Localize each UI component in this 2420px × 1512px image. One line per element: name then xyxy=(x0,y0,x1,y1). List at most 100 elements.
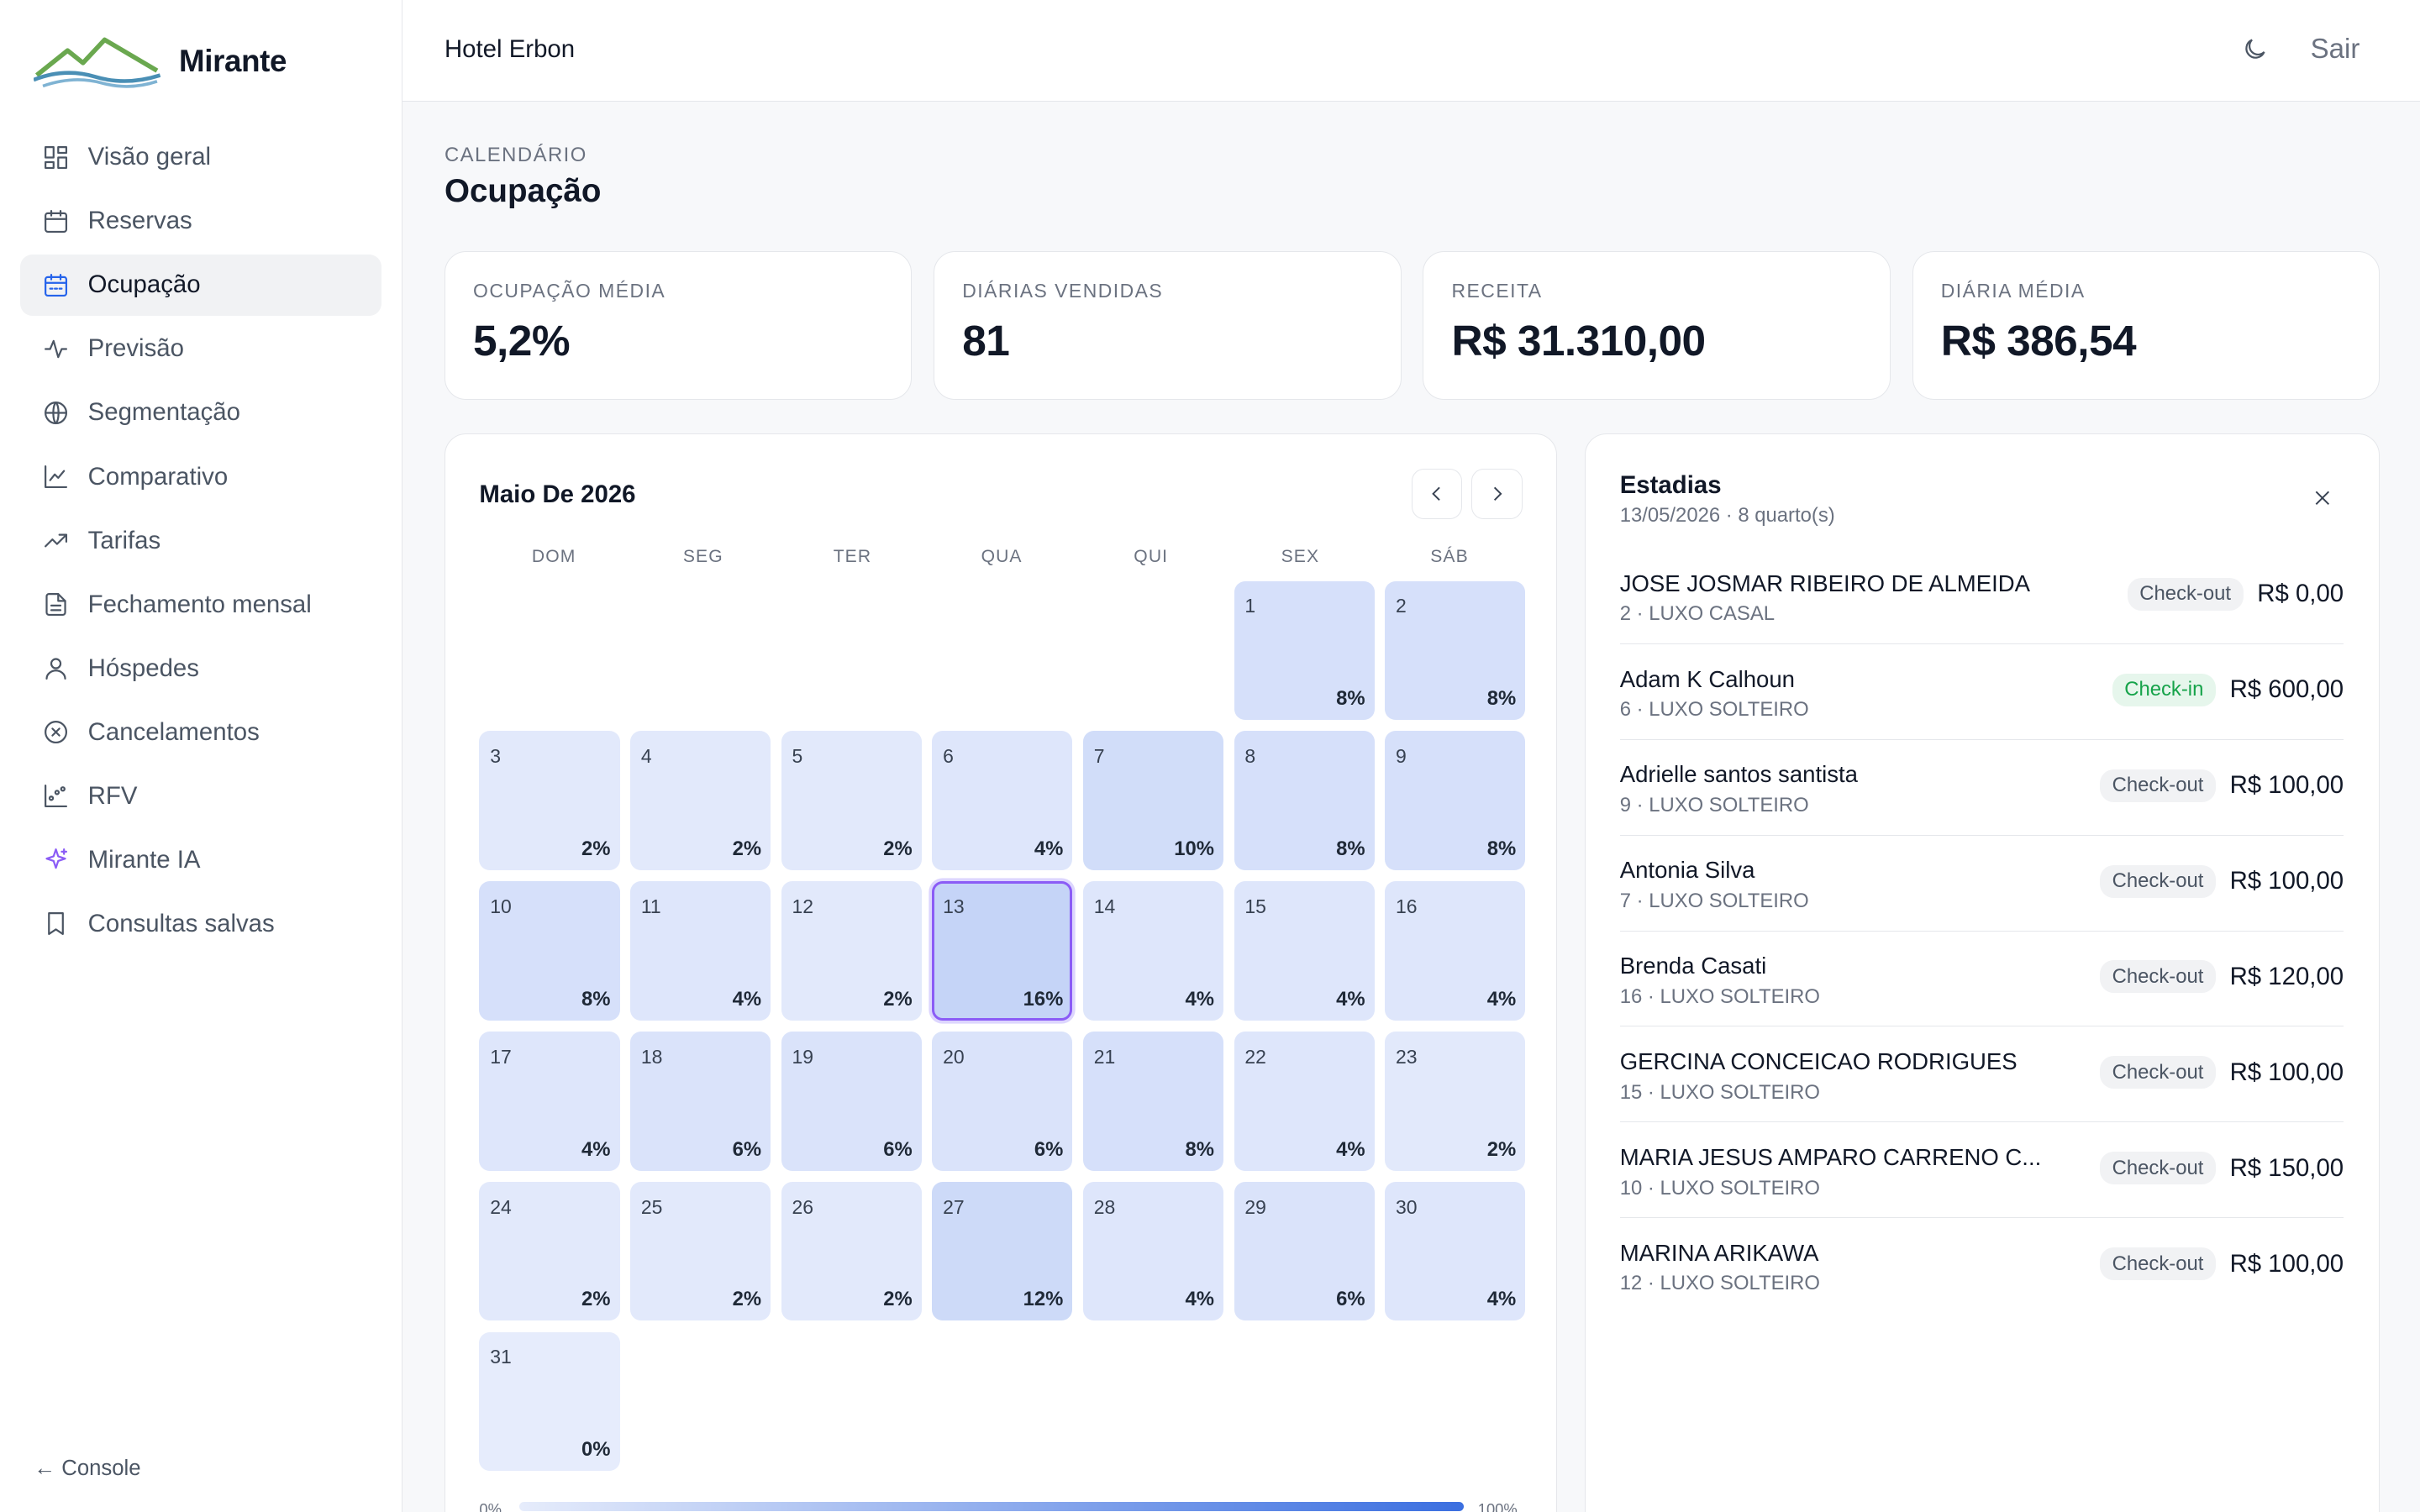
logout-button[interactable]: Sair xyxy=(2310,34,2360,66)
sidebar-item-label: Consultas salvas xyxy=(87,909,275,937)
calendar-day-cell[interactable]: 1 8% xyxy=(1234,580,1375,720)
day-occupancy: 2% xyxy=(883,987,913,1011)
day-occupancy: 8% xyxy=(1185,1137,1214,1161)
previous-month-button[interactable] xyxy=(1411,468,1463,520)
stay-row[interactable]: MARINA ARIKAWA 12 · LUXO SOLTEIRO Check-ou… xyxy=(1620,1218,2344,1314)
calendar-day-cell[interactable]: 2 8% xyxy=(1385,580,1526,720)
calendar-day-cell[interactable]: 14 4% xyxy=(1082,881,1224,1021)
sidebar: Mirante Visão geral Reservas Ocupação Previ… xyxy=(0,0,403,1512)
calendar-day-cell[interactable]: 21 8% xyxy=(1082,1032,1224,1171)
calendar-day-cell[interactable]: 29 6% xyxy=(1234,1182,1375,1321)
brand-name: Mirante xyxy=(179,44,287,79)
room-info: 10 · LUXO SOLTEIRO xyxy=(1619,1176,1820,1200)
calendar-day-cell[interactable]: 6 4% xyxy=(932,731,1073,870)
day-occupancy: 4% xyxy=(581,1137,611,1161)
day-occupancy: 2% xyxy=(883,1288,913,1311)
calendar-day-cell[interactable]: 7 10% xyxy=(1082,731,1224,870)
stay-amount: R$ 100,00 xyxy=(2229,1249,2344,1278)
sidebar-item-rfv[interactable]: RFV xyxy=(20,765,381,827)
console-link[interactable]: ← Console xyxy=(34,1456,141,1480)
sidebar-item-hóspedes[interactable]: Hóspedes xyxy=(20,638,381,699)
calendar-day-cell[interactable]: 11 4% xyxy=(630,881,771,1021)
calendar-day-cell[interactable]: 28 4% xyxy=(1082,1182,1224,1321)
sidebar-item-label: Reservas xyxy=(87,207,192,235)
sidebar-item-cancelamentos[interactable]: Cancelamentos xyxy=(20,701,381,763)
day-number: 16 xyxy=(1395,895,1418,917)
calendar-day-cell[interactable]: 13 16% xyxy=(932,881,1073,1021)
calendar-day-cell[interactable]: 23 2% xyxy=(1385,1032,1526,1171)
close-panel-button[interactable] xyxy=(2312,487,2336,512)
weekday-label: SÁB xyxy=(1430,547,1469,567)
calendar-day-cell[interactable]: 24 2% xyxy=(479,1182,620,1321)
calendar-day-cell[interactable]: 10 8% xyxy=(479,881,620,1021)
sidebar-item-fechamento-mensal[interactable]: Fechamento mensal xyxy=(20,574,381,635)
sidebar-item-ocupação[interactable]: Ocupação xyxy=(19,254,381,317)
guest-name: MARINA ARIKAWA xyxy=(1619,1239,1819,1266)
sidebar-item-label: Hóspedes xyxy=(87,654,199,682)
sidebar-nav: Visão geral Reservas Ocupação Previsão Segme… xyxy=(19,127,381,957)
sidebar-item-segmentação[interactable]: Segmentação xyxy=(20,382,381,444)
stay-amount: R$ 0,00 xyxy=(2257,580,2344,608)
stay-row[interactable]: Adam K Calhoun 6 · LUXO SOLTEIRO Check-in R… xyxy=(1619,644,2344,740)
calendar-day-cell[interactable]: 25 2% xyxy=(630,1182,771,1321)
calendar-day-cell[interactable]: 31 0% xyxy=(479,1331,620,1472)
theme-toggle-button[interactable] xyxy=(2241,35,2272,66)
guest-name: Antonia Silva xyxy=(1619,857,1755,884)
day-number: 15 xyxy=(1244,895,1266,917)
guest-name: MARIA JESUS AMPARO CARRENO C... xyxy=(1619,1143,2042,1170)
calendar-day-cell[interactable]: 17 4% xyxy=(479,1032,620,1171)
calendar-day-cell[interactable]: 4 2% xyxy=(630,731,771,870)
weekday-label: TER xyxy=(833,547,872,567)
calendar-day-cell[interactable]: 30 4% xyxy=(1385,1182,1526,1321)
calendar-day-cell[interactable]: 27 12% xyxy=(932,1182,1073,1321)
day-occupancy: 4% xyxy=(1185,1288,1214,1311)
sidebar-item-label: Cancelamentos xyxy=(87,717,260,746)
calendar-day-cell[interactable]: 3 2% xyxy=(479,731,620,870)
calendar-day-cell[interactable]: 22 4% xyxy=(1234,1032,1375,1171)
calendar-day-cell[interactable]: 5 2% xyxy=(781,731,922,870)
stay-row[interactable]: Brenda Casati 16 · LUXO SOLTEIRO Check-out… xyxy=(1619,932,2344,1027)
calendar-day-cell[interactable]: 26 2% xyxy=(781,1182,922,1321)
empty-day-slot xyxy=(630,581,771,720)
sidebar-item-label: Comparativo xyxy=(87,462,229,491)
sidebar-item-visão-geral[interactable]: Visão geral xyxy=(20,127,381,188)
calendar-day-cell[interactable]: 18 6% xyxy=(630,1032,771,1171)
brand[interactable]: Mirante xyxy=(34,34,287,89)
calendar-day-cell[interactable]: 15 4% xyxy=(1234,881,1375,1021)
day-number: 11 xyxy=(640,895,661,917)
kpi-card-avg-occupancy: OCUPAÇÃO MÉDIA 5,2% xyxy=(444,251,913,400)
stay-meta: Check-out R$ 120,00 xyxy=(2099,960,2344,994)
calendar-day-cell[interactable]: 9 8% xyxy=(1385,731,1526,870)
day-number: 17 xyxy=(490,1045,512,1068)
calendar-day-cell[interactable]: 16 4% xyxy=(1385,881,1526,1021)
calendar-day-cell[interactable]: 19 6% xyxy=(781,1032,922,1171)
day-occupancy: 16% xyxy=(1023,987,1064,1011)
empty-day-slot xyxy=(479,581,619,720)
sidebar-item-comparativo[interactable]: Comparativo xyxy=(20,446,381,507)
day-number: 29 xyxy=(1244,1195,1266,1218)
sidebar-item-previsão[interactable]: Previsão xyxy=(20,318,381,380)
day-occupancy: 2% xyxy=(1486,1137,1517,1161)
day-occupancy: 0% xyxy=(581,1438,611,1462)
sidebar-item-reservas[interactable]: Reservas xyxy=(20,191,381,252)
stay-row[interactable]: Adrielle santos santista 9 · LUXO SOLTEIR… xyxy=(1619,740,2344,836)
stay-row[interactable]: JOSE JOSMAR RIBEIRO DE ALMEIDA 2 · LUXO C… xyxy=(1619,549,2344,644)
sidebar-item-mirante-ia[interactable]: Mirante IA xyxy=(20,829,381,890)
empty-day-slot xyxy=(932,581,1072,720)
calendar-day-cell[interactable]: 8 8% xyxy=(1234,731,1375,870)
next-month-button[interactable] xyxy=(1471,468,1523,520)
stay-row[interactable]: GERCINA CONCEICAO RODRIGUES 15 · LUXO SOL… xyxy=(1619,1026,2344,1123)
stays-list: JOSE JOSMAR RIBEIRO DE ALMEIDA 2 · LUXO C… xyxy=(1619,549,2344,1314)
day-number: 3 xyxy=(490,744,501,767)
stay-row[interactable]: MARIA JESUS AMPARO CARRENO C... 10 · LUXO… xyxy=(1619,1122,2344,1219)
sidebar-item-tarifas[interactable]: Tarifas xyxy=(20,510,381,571)
calendar-grid: 1 8% 2 8% 3 2% 4 2% 5 2% 6 4% 7 10% 8 8% 9 8% 10 8% 11 4% 12 2%… xyxy=(479,580,1526,1472)
stay-row[interactable]: Antonia Silva 7 · LUXO SOLTEIRO Check-out R… xyxy=(1619,836,2344,932)
occupancy-calendar-card: Maio De 2026 DOM SEG TER QUA QUI SEX SÁB 1 8% 2 8… xyxy=(444,433,1558,1512)
sidebar-item-consultas-salvas[interactable]: Consultas salvas xyxy=(20,893,381,954)
stay-meta: Check-out R$ 100,00 xyxy=(2099,769,2344,802)
day-occupancy: 6% xyxy=(1034,1137,1064,1161)
day-number: 2 xyxy=(1395,595,1407,617)
calendar-day-cell[interactable]: 12 2% xyxy=(781,881,922,1021)
calendar-day-cell[interactable]: 20 6% xyxy=(932,1032,1073,1171)
